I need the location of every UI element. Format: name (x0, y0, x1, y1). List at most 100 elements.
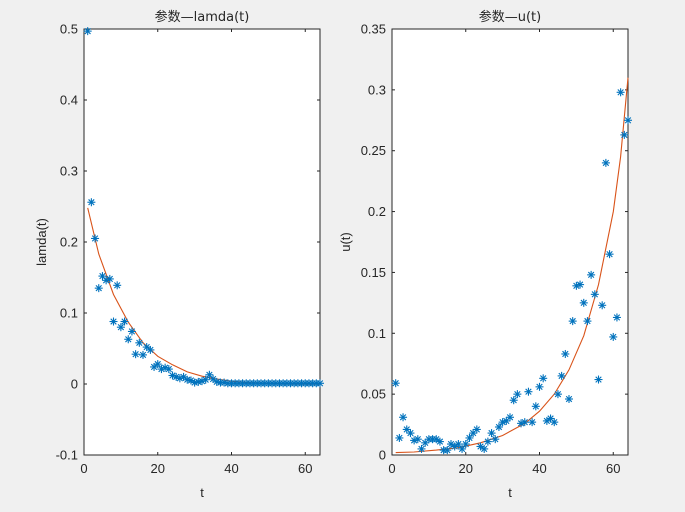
plot-title-u: 参数—u(t) (479, 9, 541, 25)
y-tick-label-u: 0 (379, 448, 386, 463)
data-point-lamda (316, 379, 324, 388)
plot-area-u (391, 28, 629, 456)
data-point-u (399, 413, 408, 422)
data-point-lamda (146, 345, 155, 354)
data-point-lamda (109, 317, 118, 326)
data-point-u (539, 374, 548, 383)
y-axis-label-u: u(t) (338, 232, 353, 252)
data-point-lamda (124, 335, 133, 344)
data-point-u (590, 290, 599, 299)
y-tick-label-lamda: 0.1 (60, 306, 78, 321)
data-point-lamda (135, 338, 144, 347)
data-point-u (417, 444, 426, 453)
y-tick-label-lamda: 0.4 (60, 93, 78, 108)
data-point-u (612, 313, 621, 322)
data-point-lamda (139, 350, 147, 359)
data-point-u (402, 425, 411, 434)
data-point-u (487, 429, 496, 438)
y-tick-label-u: 0.2 (368, 204, 386, 219)
data-point-lamda (127, 327, 136, 336)
data-point-u (565, 395, 573, 404)
data-point-u (432, 435, 441, 444)
data-point-u (461, 440, 470, 449)
data-point-lamda (150, 362, 159, 371)
data-point-u (491, 435, 500, 444)
data-point-u (587, 270, 596, 279)
data-point-u (624, 116, 632, 125)
data-point-lamda (91, 234, 100, 243)
data-point-u (583, 317, 592, 326)
data-point-u (568, 317, 577, 326)
data-point-lamda (153, 360, 162, 369)
data-point-u (553, 390, 562, 399)
x-tick-label-lamda: 0 (80, 461, 87, 476)
points-u (391, 88, 632, 455)
data-point-lamda (102, 276, 111, 285)
data-point-u (494, 423, 503, 432)
data-point-u (528, 418, 537, 427)
data-point-u (410, 436, 419, 445)
data-point-u (616, 88, 625, 97)
data-point-u (435, 437, 444, 446)
data-point-u (576, 280, 585, 289)
x-tick-label-u: 60 (606, 461, 620, 476)
data-point-u (454, 440, 463, 449)
data-point-u (465, 433, 474, 442)
x-tick-label-lamda: 20 (151, 461, 165, 476)
plot-area-lamda (83, 28, 321, 456)
data-point-u (531, 402, 540, 411)
data-point-u (520, 418, 529, 427)
data-point-u (413, 435, 422, 444)
y-tick-label-u: 0.1 (368, 326, 386, 341)
y-tick-label-lamda: 0 (71, 377, 78, 392)
data-point-lamda (120, 317, 129, 326)
data-point-lamda (94, 284, 103, 293)
data-point-lamda (131, 350, 140, 359)
y-tick-label-u: 0.05 (361, 387, 386, 402)
ticks-u: 0 20 40 60 0 0.05 0.1 0.15 0.2 0.25 0.3 0.35 (361, 22, 628, 476)
data-point-u (561, 349, 570, 358)
data-point-lamda (142, 343, 151, 352)
y-tick-label-u: 0.35 (361, 22, 386, 37)
data-point-u (594, 375, 603, 384)
data-point-u (480, 444, 489, 453)
data-point-lamda (164, 365, 173, 374)
data-point-u (557, 371, 566, 380)
data-point-u (502, 416, 511, 425)
x-tick-label-u: 40 (532, 461, 546, 476)
x-axis-label-u: t (508, 485, 512, 500)
data-point-u (550, 418, 559, 427)
y-tick-label-u: 0.25 (361, 143, 386, 158)
y-axis-label-lamda: lamda(t) (34, 218, 49, 266)
data-point-lamda (179, 372, 188, 381)
data-point-u (513, 390, 522, 399)
data-point-u (506, 413, 514, 422)
ticks-lamda: 0 20 40 60-0.100.10.20.30.40.5 (56, 22, 320, 476)
data-point-u (524, 387, 533, 396)
data-point-u (443, 446, 452, 455)
y-tick-label-u: 0.3 (368, 82, 386, 97)
data-point-u (406, 429, 415, 438)
data-point-u (395, 433, 404, 442)
x-tick-label-u: 20 (459, 461, 473, 476)
plot-title-lamda: 参数—lamda(t) (155, 9, 250, 25)
y-tick-label-lamda: 0.5 (60, 22, 78, 37)
x-tick-label-u: 0 (388, 461, 395, 476)
data-point-lamda (113, 281, 122, 290)
points-lamda (83, 27, 324, 388)
data-point-lamda (87, 198, 96, 207)
y-tick-label-lamda: 0.2 (60, 235, 78, 250)
data-point-u (476, 442, 485, 451)
data-point-u (609, 332, 618, 341)
data-point-u (391, 379, 400, 388)
data-point-lamda (116, 323, 125, 332)
data-point-lamda (83, 27, 92, 36)
data-point-u (605, 250, 614, 259)
data-point-u (579, 298, 588, 307)
data-point-u (620, 130, 629, 139)
data-point-u (458, 444, 467, 453)
data-point-u (472, 425, 481, 434)
x-tick-label-lamda: 40 (224, 461, 238, 476)
data-point-lamda (201, 375, 210, 384)
